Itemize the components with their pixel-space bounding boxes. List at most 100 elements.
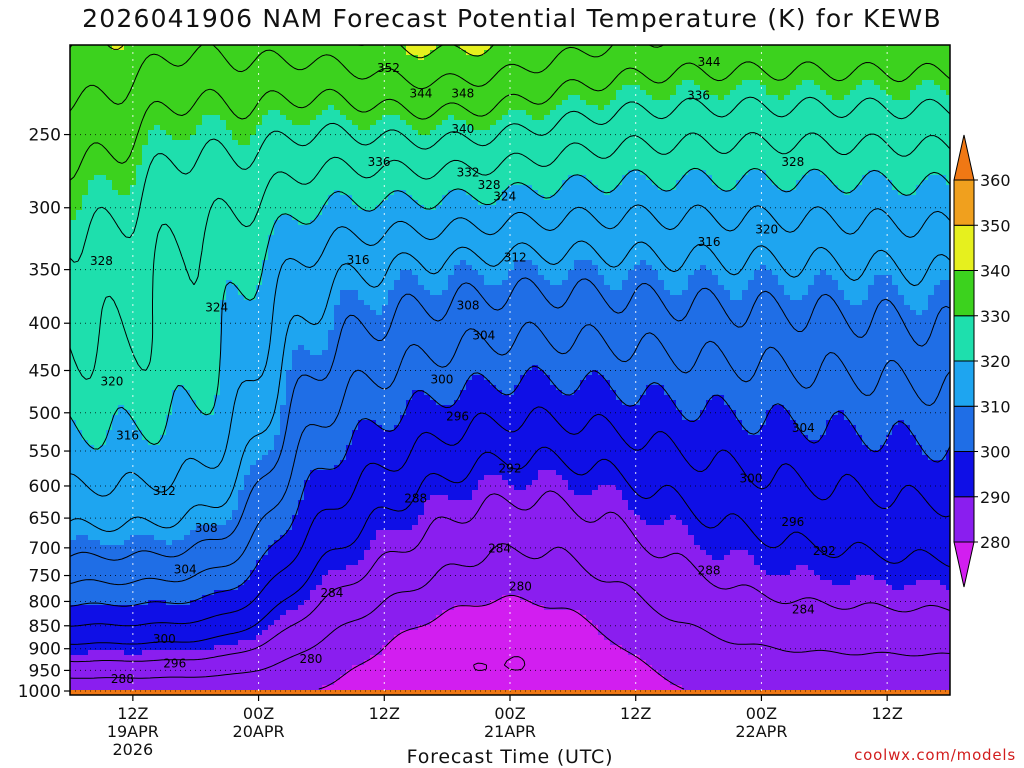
contour-312 bbox=[70, 240, 950, 532]
x-tick-label-6-1: 19APR bbox=[107, 722, 159, 741]
x-tick-label-18-0: 00Z bbox=[243, 704, 274, 723]
contour-label-37: 300 bbox=[153, 632, 176, 646]
contour-280 bbox=[318, 594, 685, 690]
y-tick-label-1000: 1000 bbox=[18, 682, 61, 702]
contour-label-39: 296 bbox=[163, 657, 186, 671]
y-tick-label-350: 350 bbox=[29, 261, 61, 281]
x-tick-label-78-0: 12Z bbox=[871, 704, 902, 723]
colorbar-swatch-300 bbox=[953, 405, 975, 452]
colorbar-swatch-330 bbox=[953, 270, 975, 317]
colorbar-low-arrow bbox=[953, 541, 975, 588]
contour-label-29: 308 bbox=[195, 521, 218, 535]
contour-label-32: 304 bbox=[174, 563, 197, 577]
contour-label-5: 340 bbox=[451, 122, 474, 136]
x-tick-label-66-1: 22APR bbox=[735, 722, 787, 741]
x-tick-label-6-0: 12Z bbox=[117, 704, 148, 723]
y-tick-label-950: 950 bbox=[29, 661, 61, 681]
contour-label-35: 284 bbox=[320, 586, 343, 600]
contour-304 bbox=[70, 321, 950, 586]
contour-292 bbox=[70, 446, 950, 645]
colorbar-label-360: 360 bbox=[980, 171, 1011, 190]
contour-label-19: 320 bbox=[100, 374, 123, 388]
contour-label-21: 296 bbox=[446, 409, 469, 423]
contour-316 bbox=[70, 204, 950, 497]
contour-label-33: 288 bbox=[698, 564, 721, 578]
chart-title: 2026041906 NAM Forecast Potential Temper… bbox=[82, 4, 942, 33]
contour-label-31: 284 bbox=[488, 541, 511, 555]
contour-label-26: 312 bbox=[153, 484, 176, 498]
y-tick-label-600: 600 bbox=[29, 477, 61, 497]
x-tick-label-66-0: 00Z bbox=[746, 704, 777, 723]
y-tick-label-750: 750 bbox=[29, 567, 61, 587]
colorbar-label-310: 310 bbox=[980, 397, 1011, 416]
contour-label-6: 336 bbox=[368, 155, 391, 169]
colorbar-label-330: 330 bbox=[980, 307, 1011, 326]
colorbar-label-320: 320 bbox=[980, 352, 1011, 371]
contour-label-25: 300 bbox=[739, 472, 762, 486]
contour-label-17: 308 bbox=[457, 298, 480, 312]
y-axis: 250 300 350 400 450 500 550 600 650 700 750 800 850 9… bbox=[18, 126, 70, 702]
contour-296 bbox=[70, 406, 950, 627]
y-tick-label-900: 900 bbox=[29, 640, 61, 660]
contour-284 bbox=[70, 543, 950, 679]
contour-label-8: 328 bbox=[478, 178, 501, 192]
colorbar-swatch-290 bbox=[953, 451, 975, 498]
colorbar: 280 290 300 310 320 330 340 350 360 bbox=[953, 134, 1011, 588]
contour-label-20: 300 bbox=[430, 373, 453, 387]
contour-label-16: 324 bbox=[205, 300, 228, 314]
contour-label-12: 316 bbox=[698, 235, 721, 249]
contour-276 bbox=[473, 656, 526, 671]
colorbar-label-340: 340 bbox=[980, 262, 1011, 281]
colorbar-label-300: 300 bbox=[980, 443, 1011, 462]
y-tick-label-850: 850 bbox=[29, 617, 61, 637]
colorbar-label-290: 290 bbox=[980, 488, 1011, 507]
contour-label-9: 324 bbox=[493, 189, 516, 203]
contour-label-10: 328 bbox=[781, 155, 804, 169]
contour-label-0: 352 bbox=[377, 61, 400, 75]
contour-332 bbox=[70, 61, 950, 181]
y-tick-label-250: 250 bbox=[29, 126, 61, 146]
contour-320 bbox=[70, 167, 950, 450]
x-tick-label-6-2: 2026 bbox=[112, 740, 153, 759]
contour-label-11: 320 bbox=[755, 222, 778, 236]
contour-340 bbox=[70, 45, 494, 59]
contour-label-13: 312 bbox=[504, 250, 527, 264]
y-tick-label-500: 500 bbox=[29, 404, 61, 424]
contour-lines bbox=[70, 45, 950, 690]
contour-label-18: 304 bbox=[472, 329, 495, 343]
colorbar-swatch-280 bbox=[953, 496, 975, 543]
contour-label-40: 288 bbox=[111, 672, 134, 686]
colorbar-high-arrow bbox=[953, 134, 975, 181]
colorbar-swatch-350 bbox=[953, 179, 975, 226]
colorbar-swatch-310 bbox=[953, 360, 975, 407]
contour-label-34: 280 bbox=[509, 580, 532, 594]
contour-label-22: 316 bbox=[116, 429, 139, 443]
contour-label-2: 348 bbox=[451, 87, 474, 101]
y-tick-label-800: 800 bbox=[29, 592, 61, 612]
contour-288 bbox=[70, 490, 950, 663]
contour-label-30: 292 bbox=[813, 544, 836, 558]
credit-text[interactable]: coolwx.com/models bbox=[854, 746, 1016, 764]
colorbar-label-280: 280 bbox=[980, 533, 1011, 552]
y-tick-label-300: 300 bbox=[29, 199, 61, 219]
x-tick-label-30-0: 12Z bbox=[369, 704, 400, 723]
y-tick-label-550: 550 bbox=[29, 442, 61, 462]
contour-label-38: 280 bbox=[299, 652, 322, 666]
y-tick-label-700: 700 bbox=[29, 539, 61, 559]
x-tick-label-42-0: 00Z bbox=[494, 704, 525, 723]
contour-label-1: 344 bbox=[409, 87, 432, 101]
contour-label-28: 296 bbox=[781, 515, 804, 529]
contour-336 bbox=[70, 45, 664, 112]
colorbar-label-350: 350 bbox=[980, 216, 1011, 235]
grid-lines bbox=[70, 45, 950, 695]
contour-label-4: 336 bbox=[687, 88, 710, 102]
x-tick-label-42-1: 21APR bbox=[484, 722, 536, 741]
contour-label-24: 292 bbox=[499, 461, 522, 475]
y-tick-label-650: 650 bbox=[29, 509, 61, 529]
contour-328 bbox=[70, 96, 950, 263]
contour-label-27: 288 bbox=[404, 492, 427, 506]
x-axis-label: Forecast Time (UTC) bbox=[406, 746, 614, 768]
